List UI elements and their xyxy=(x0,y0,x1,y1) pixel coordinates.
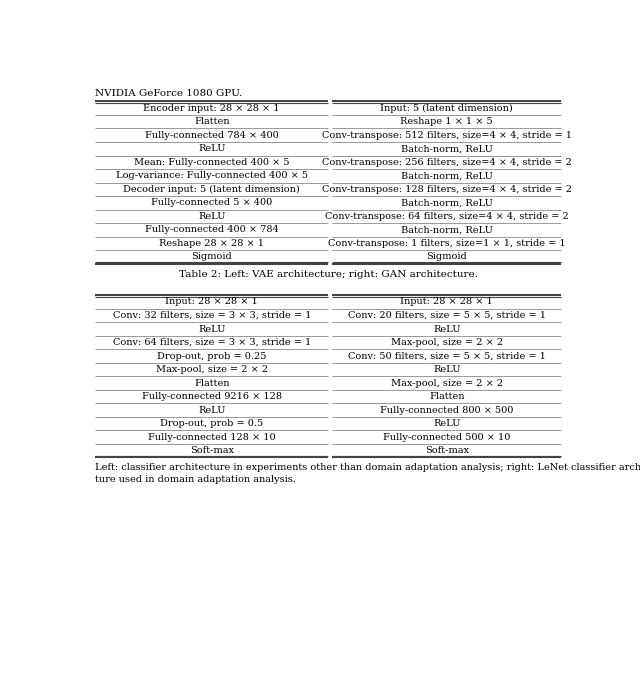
Text: Conv-transpose: 128 filters, size=4 × 4, stride = 2: Conv-transpose: 128 filters, size=4 × 4,… xyxy=(322,185,572,194)
Text: Fully-connected 500 × 10: Fully-connected 500 × 10 xyxy=(383,432,511,441)
Text: Batch-norm, ReLU: Batch-norm, ReLU xyxy=(401,226,493,235)
Text: Soft-max: Soft-max xyxy=(189,446,234,455)
Text: Decoder input: 5 (latent dimension): Decoder input: 5 (latent dimension) xyxy=(124,185,300,194)
Text: ReLU: ReLU xyxy=(433,419,461,428)
Text: Batch-norm, ReLU: Batch-norm, ReLU xyxy=(401,144,493,153)
Text: Conv: 64 filters, size = 3 × 3, stride = 1: Conv: 64 filters, size = 3 × 3, stride =… xyxy=(113,338,311,347)
Text: Input: 28 × 28 × 1: Input: 28 × 28 × 1 xyxy=(165,298,258,307)
Text: ReLU: ReLU xyxy=(198,144,225,153)
Text: Mean: Fully-connected 400 × 5: Mean: Fully-connected 400 × 5 xyxy=(134,158,289,167)
Text: Fully-connected 784 × 400: Fully-connected 784 × 400 xyxy=(145,130,278,139)
Text: Max-pool, size = 2 × 2: Max-pool, size = 2 × 2 xyxy=(156,365,268,374)
Text: Flatten: Flatten xyxy=(194,117,229,126)
Text: Max-pool, size = 2 × 2: Max-pool, size = 2 × 2 xyxy=(391,379,503,387)
Text: Conv-transpose: 256 filters, size=4 × 4, stride = 2: Conv-transpose: 256 filters, size=4 × 4,… xyxy=(322,158,572,167)
Text: Drop-out, prob = 0.25: Drop-out, prob = 0.25 xyxy=(157,352,266,361)
Text: Drop-out, prob = 0.5: Drop-out, prob = 0.5 xyxy=(160,419,263,428)
Text: NVIDIA GeForce 1080 GPU.: NVIDIA GeForce 1080 GPU. xyxy=(95,89,242,98)
Text: Conv: 50 filters, size = 5 × 5, stride = 1: Conv: 50 filters, size = 5 × 5, stride =… xyxy=(348,352,546,361)
Text: ReLU: ReLU xyxy=(198,212,225,221)
Text: Conv: 20 filters, size = 5 × 5, stride = 1: Conv: 20 filters, size = 5 × 5, stride =… xyxy=(348,311,546,320)
Text: ReLU: ReLU xyxy=(433,365,461,374)
Text: ReLU: ReLU xyxy=(198,325,225,334)
Text: Soft-max: Soft-max xyxy=(425,446,468,455)
Text: Flatten: Flatten xyxy=(194,379,229,387)
Text: Sigmoid: Sigmoid xyxy=(426,253,467,262)
Text: ture used in domain adaptation analysis.: ture used in domain adaptation analysis. xyxy=(95,475,296,484)
Text: Left: classifier architecture in experiments other than domain adaptation analys: Left: classifier architecture in experim… xyxy=(95,463,640,472)
Text: Input: 28 × 28 × 1: Input: 28 × 28 × 1 xyxy=(401,298,493,307)
Text: Flatten: Flatten xyxy=(429,392,465,401)
Text: Input: 5 (latent dimension): Input: 5 (latent dimension) xyxy=(380,103,513,112)
Text: Encoder input: 28 × 28 × 1: Encoder input: 28 × 28 × 1 xyxy=(143,103,280,112)
Text: Fully-connected 9216 × 128: Fully-connected 9216 × 128 xyxy=(141,392,282,401)
Text: Table 2: Left: VAE architecture; right: GAN architecture.: Table 2: Left: VAE architecture; right: … xyxy=(179,270,477,279)
Text: Conv-transpose: 64 filters, size=4 × 4, stride = 2: Conv-transpose: 64 filters, size=4 × 4, … xyxy=(325,212,569,221)
Text: Fully-connected 5 × 400: Fully-connected 5 × 400 xyxy=(151,198,272,208)
Text: Fully-connected 128 × 10: Fully-connected 128 × 10 xyxy=(148,432,275,441)
Text: Reshape 28 × 28 × 1: Reshape 28 × 28 × 1 xyxy=(159,239,264,248)
Text: Sigmoid: Sigmoid xyxy=(191,253,232,262)
Text: Conv-transpose: 1 filters, size=1 × 1, stride = 1: Conv-transpose: 1 filters, size=1 × 1, s… xyxy=(328,239,566,248)
Text: ReLU: ReLU xyxy=(433,325,461,334)
Text: Conv: 32 filters, size = 3 × 3, stride = 1: Conv: 32 filters, size = 3 × 3, stride =… xyxy=(113,311,311,320)
Text: Conv-transpose: 512 filters, size=4 × 4, stride = 1: Conv-transpose: 512 filters, size=4 × 4,… xyxy=(322,130,572,139)
Text: Batch-norm, ReLU: Batch-norm, ReLU xyxy=(401,198,493,208)
Text: ReLU: ReLU xyxy=(198,405,225,414)
Text: Reshape 1 × 1 × 5: Reshape 1 × 1 × 5 xyxy=(401,117,493,126)
Text: Max-pool, size = 2 × 2: Max-pool, size = 2 × 2 xyxy=(391,338,503,347)
Text: Log-variance: Fully-connected 400 × 5: Log-variance: Fully-connected 400 × 5 xyxy=(116,171,308,180)
Text: Batch-norm, ReLU: Batch-norm, ReLU xyxy=(401,171,493,180)
Text: Fully-connected 800 × 500: Fully-connected 800 × 500 xyxy=(380,405,513,414)
Text: Fully-connected 400 × 784: Fully-connected 400 × 784 xyxy=(145,226,278,235)
